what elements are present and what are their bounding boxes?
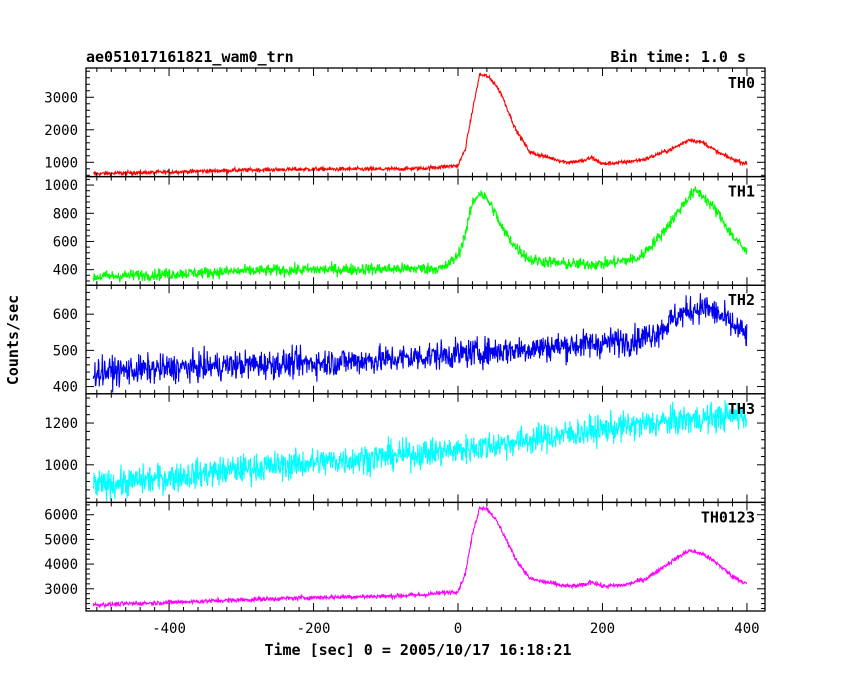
bin-time-label: Bin time: 1.0 s — [611, 48, 746, 66]
x-tick-label: 400 — [734, 621, 759, 637]
x-axis-label: Time [sec] 0 = 2005/10/17 16:18:21 — [264, 641, 571, 659]
panel-th1: 400 600 800 1000 TH1 — [44, 175, 766, 286]
x-tick-label: -400 — [152, 621, 186, 637]
series-line-th0 — [92, 72, 748, 178]
panel-label: TH0 — [728, 74, 755, 92]
x-tick-label: 0 — [454, 621, 462, 637]
y-tick-label: 600 — [53, 234, 78, 250]
y-tick-label: 6000 — [44, 508, 78, 524]
y-tick-label: 1000 — [44, 458, 78, 474]
panel-frame — [85, 67, 766, 178]
panel-label: TH3 — [728, 400, 755, 418]
panel-th0123: 3000 4000 5000 6000 TH0123 — [44, 501, 766, 612]
series-line-th1 — [92, 186, 748, 283]
y-tick-label: 800 — [53, 206, 78, 222]
y-tick-label: 5000 — [44, 532, 78, 548]
panel-label: TH1 — [728, 183, 755, 201]
panel-label: TH0123 — [701, 508, 755, 526]
panel-frame — [85, 501, 766, 612]
panel-th2: 400 500 600 TH2 — [53, 284, 766, 396]
y-tick-label: 1000 — [44, 178, 78, 194]
y-tick-label: 4000 — [44, 557, 78, 573]
y-tick-label: 3000 — [44, 582, 78, 598]
y-tick-label: 1200 — [44, 416, 78, 432]
y-tick-label: 3000 — [44, 90, 78, 106]
x-tick-label: 200 — [590, 621, 615, 637]
x-tick-label: -200 — [297, 621, 331, 637]
y-tick-label: 600 — [53, 307, 78, 323]
series-line-th2 — [92, 293, 748, 393]
panel-th0: 1000 2000 3000 TH0 — [44, 67, 766, 178]
y-tick-label: 400 — [53, 263, 78, 279]
y-tick-label: 500 — [53, 343, 78, 359]
series-line-th3 — [92, 400, 748, 502]
y-tick-label: 2000 — [44, 123, 78, 139]
y-axis-label: Counts/sec — [4, 295, 22, 385]
panel-th3: 1000 1200 TH3 — [44, 393, 766, 504]
y-tick-label: 400 — [53, 380, 78, 396]
panel-label: TH2 — [728, 291, 755, 309]
y-tick-label: 1000 — [44, 155, 78, 171]
series-line-th0123 — [92, 505, 748, 610]
chart-title: ae051017161821_wam0_trn — [86, 48, 294, 66]
